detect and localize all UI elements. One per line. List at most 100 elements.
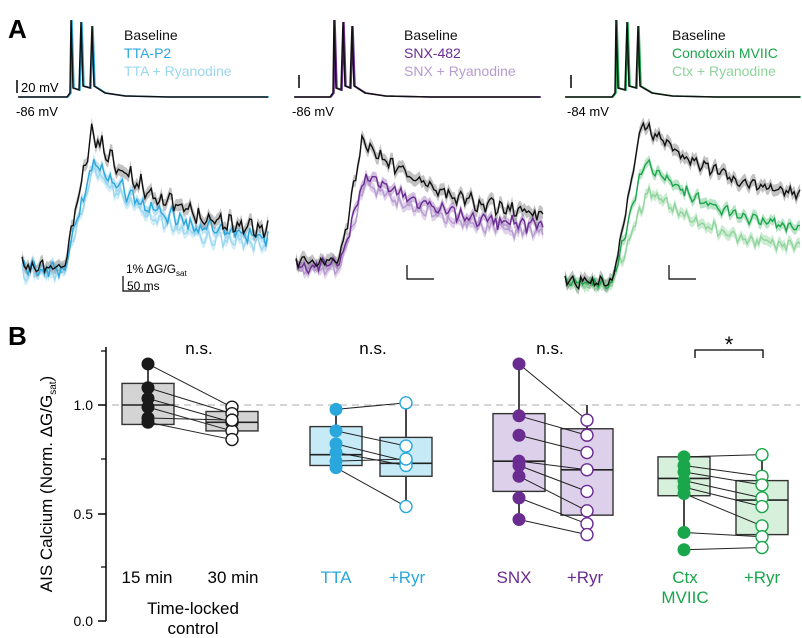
- calcium-trace-a3-drug-band: [565, 155, 800, 294]
- calcium-trace-a1-baseline: [21, 123, 269, 275]
- significance-bracket-ctx: [694, 349, 764, 358]
- panel-a-label: A: [8, 14, 27, 44]
- calcium-scale-label-y: 1% ΔG/Gsat: [126, 262, 187, 278]
- point-post-3-2: [755, 478, 769, 492]
- pair-line-3-3: [683, 480, 763, 499]
- group-ctx: [657, 447, 789, 557]
- pair-line-0-0: [147, 363, 233, 408]
- pair-line-3-0: [683, 454, 763, 458]
- point-pre-0-5: [141, 415, 155, 429]
- point-pre-2-1: [512, 409, 526, 423]
- legend-a3-item-0: Baseline: [672, 27, 726, 43]
- group-tta: [309, 396, 433, 514]
- voltage-trace-a3-baseline: [565, 19, 800, 98]
- point-pre-2-7: [512, 512, 526, 526]
- vm-label-a2: -86 mV: [292, 104, 334, 119]
- pair-line-0-5: [147, 421, 233, 441]
- calcium-scale-bar-a3: [668, 265, 696, 280]
- y-tick-label-0: 0.0: [74, 613, 94, 629]
- point-pre-2-4: [512, 458, 526, 472]
- point-post-1-1: [399, 439, 413, 453]
- calcium-trace-a1-ryr-band: [22, 162, 268, 286]
- pair-line-2-3: [518, 460, 588, 471]
- point-post-2-4: [580, 484, 594, 499]
- point-pre-1-1: [329, 424, 343, 438]
- legend-a1-item-0: Baseline: [124, 27, 178, 43]
- pair-line-0-1: [147, 387, 233, 415]
- xlabel-ctx-pre: Ctx: [672, 568, 698, 587]
- point-post-3-4: [755, 499, 769, 514]
- point-post-2-2: [580, 445, 594, 460]
- panel-b-y-axis: 0.0 0.5 1.0 AIS Calcium (Norm. ΔG/Gsat): [37, 347, 107, 629]
- legend-a2-item-0: Baseline: [404, 27, 458, 43]
- pair-line-0-4: [147, 417, 233, 421]
- pair-line-2-2: [518, 434, 588, 454]
- legend-a3-item-1: Conotoxin MVIIC: [672, 45, 778, 61]
- point-pre-3-7: [677, 543, 691, 557]
- point-post-1-5: [399, 499, 413, 514]
- y-tick-label-05: 0.5: [74, 506, 94, 522]
- legend-a3: Baseline Conotoxin MVIIC Ctx + Ryanodine: [672, 27, 778, 79]
- calcium-traces-a3: [564, 117, 801, 295]
- calcium-trace-a2-ryr: [295, 179, 544, 277]
- point-post-2-0: [580, 413, 594, 427]
- xlabel-control-pre: 15 min: [121, 568, 172, 587]
- point-post-2-3: [580, 463, 594, 477]
- legend-a3-item-2: Ctx + Ryanodine: [672, 63, 776, 79]
- voltage-trace-a3: [565, 19, 801, 98]
- calcium-trace-a2-drug: [295, 173, 544, 276]
- voltage-scale-label: 20 mV: [21, 80, 59, 95]
- pair-line-2-0: [518, 363, 588, 421]
- calcium-scale-bar-a2: [406, 265, 434, 280]
- calcium-traces-a1: [21, 117, 269, 286]
- point-pre-0-3: [141, 400, 155, 414]
- voltage-trace-a1: [18, 19, 269, 98]
- calcium-trace-a2-baseline: [295, 133, 544, 271]
- significance-tta: n.s.: [359, 339, 386, 358]
- point-post-3-0: [755, 447, 769, 462]
- significance-snx: n.s.: [536, 339, 563, 358]
- pair-line-1-5: [335, 467, 407, 507]
- xlabel-tta-pre: TTA: [321, 568, 353, 587]
- legend-a2-item-2: SNX + Ryanodine: [404, 63, 516, 79]
- pair-line-2-6: [518, 497, 588, 525]
- pair-line-3-1: [683, 464, 763, 477]
- calcium-traces-a2: [295, 129, 544, 280]
- pair-line-3-7: [683, 547, 763, 551]
- voltage-trace-a2: [294, 19, 541, 98]
- point-pre-2-2: [512, 428, 526, 442]
- point-post-0-5: [225, 432, 239, 447]
- pair-line-2-7: [518, 518, 588, 536]
- xlabel-control-sub-2: control: [167, 619, 218, 638]
- calcium-scale-label-x: 50 ms: [127, 279, 160, 293]
- point-pre-2-0: [512, 357, 526, 371]
- legend-a1: Baseline TTA-P2 TTA + Ryanodine: [124, 27, 232, 79]
- legend-a1-item-1: TTA-P2: [124, 45, 171, 61]
- significance-control: n.s.: [185, 339, 212, 358]
- xlabel-tta-post: +Ryr: [389, 568, 426, 587]
- voltage-trace-a1-baseline: [18, 19, 268, 98]
- point-post-2-5: [580, 504, 594, 518]
- point-pre-0-0: [141, 357, 155, 371]
- point-pre-1-0: [329, 402, 343, 416]
- vm-label-a3: -84 mV: [567, 104, 609, 119]
- panel-b-label: B: [8, 321, 27, 351]
- pair-line-3-6: [683, 531, 763, 538]
- significance-ctx: *: [725, 332, 734, 357]
- point-post-3-7: [755, 540, 769, 555]
- pair-line-1-3: [335, 452, 407, 466]
- xlabel-snx-post: +Ryr: [567, 568, 604, 587]
- xlabel-control-post: 30 min: [207, 568, 258, 587]
- point-post-1-0: [399, 396, 413, 410]
- xlabel-snx-pre: SNX: [497, 568, 532, 587]
- vm-label-a1: -86 mV: [16, 104, 58, 119]
- legend-a1-item-2: TTA + Ryanodine: [124, 63, 232, 79]
- calcium-trace-a1-drug: [21, 159, 269, 280]
- xlabel-control-sub-1: Time-locked: [147, 599, 239, 618]
- calcium-trace-a3-base-band: [565, 117, 800, 295]
- pair-line-1-0: [335, 402, 407, 410]
- voltage-trace-a2-baseline: [294, 19, 540, 98]
- pair-line-3-5: [683, 493, 763, 527]
- pair-line-3-2: [683, 471, 763, 486]
